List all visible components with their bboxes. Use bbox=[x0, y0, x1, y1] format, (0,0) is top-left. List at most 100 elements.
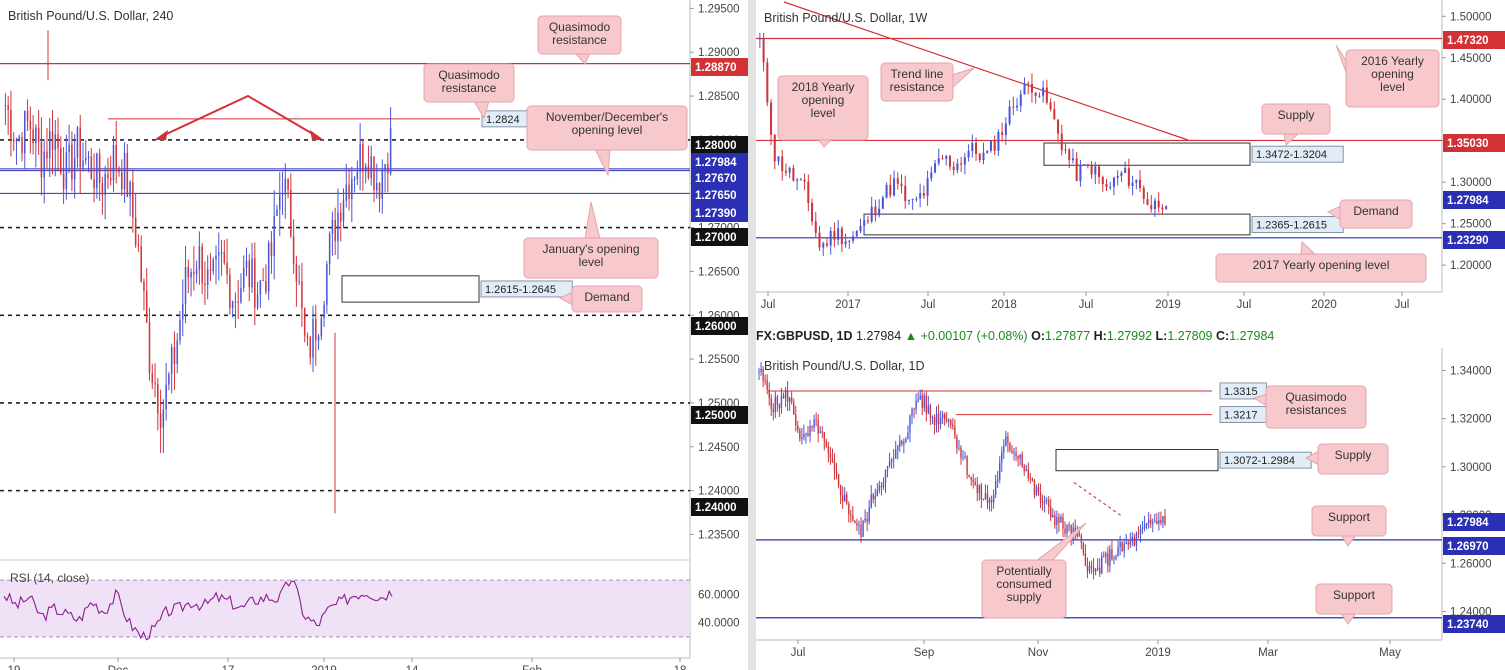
x-tick-label: 2019 bbox=[1145, 647, 1171, 659]
quote-close: 1.27984 bbox=[1229, 329, 1275, 343]
note-2016-yearly-text: level bbox=[1380, 80, 1405, 94]
note-quasimodo-1-text: Quasimodo bbox=[549, 20, 611, 34]
candle-body bbox=[1003, 445, 1005, 453]
x-tick-label: 2020 bbox=[1311, 299, 1337, 311]
y-tick-label: 1.29500 bbox=[698, 3, 740, 15]
note-support-box bbox=[1311, 505, 1387, 537]
candle-body bbox=[1094, 569, 1097, 572]
candle-body bbox=[1086, 164, 1089, 166]
h4-chart-panel[interactable]: 1.295001.290001.285001.280001.275001.270… bbox=[0, 0, 748, 670]
candle-body bbox=[1050, 506, 1052, 518]
candle-body bbox=[852, 515, 854, 521]
weekly-chart-panel[interactable]: 1.500001.450001.400001.350001.300001.250… bbox=[756, 0, 1505, 322]
candle-body bbox=[1090, 164, 1093, 175]
box-label: 1.3072-1.2984 bbox=[1224, 455, 1295, 467]
candle-body bbox=[893, 178, 896, 196]
candle-body bbox=[140, 245, 142, 282]
h4-chart[interactable]: 1.295001.290001.285001.280001.275001.270… bbox=[0, 0, 748, 670]
note-january-text: level bbox=[579, 255, 604, 269]
candle-body bbox=[819, 431, 821, 434]
note-nov-dec-text: November/December's bbox=[546, 110, 668, 124]
candle-body bbox=[1088, 565, 1091, 572]
candle-body bbox=[790, 397, 793, 402]
note-quasimodo-2-text: Quasimodo bbox=[438, 68, 500, 82]
candle-body bbox=[919, 193, 922, 199]
candle-body bbox=[937, 413, 940, 425]
x-tick-label: Jul bbox=[761, 299, 776, 311]
candle-body bbox=[251, 258, 253, 288]
candle-body bbox=[935, 413, 938, 426]
candle-body bbox=[1029, 478, 1032, 480]
y-tick-label: 1.34000 bbox=[1450, 365, 1492, 377]
candle-body bbox=[964, 456, 966, 458]
candle-body bbox=[24, 111, 26, 154]
price-tag: 1.27390 bbox=[695, 208, 737, 220]
candle-body bbox=[943, 413, 946, 420]
candle-body bbox=[982, 499, 985, 501]
panel-divider[interactable] bbox=[748, 0, 756, 670]
candle-body bbox=[814, 221, 817, 233]
candle-body bbox=[96, 153, 98, 189]
quote-high: 1.27992 bbox=[1106, 329, 1153, 343]
candle-body bbox=[1007, 436, 1009, 443]
candle-body bbox=[1131, 182, 1134, 186]
candle-body bbox=[797, 425, 799, 431]
candle-body bbox=[854, 520, 856, 524]
candle-body bbox=[872, 494, 874, 500]
daily-chart-panel[interactable]: 1.340001.320001.300001.280001.260001.240… bbox=[756, 348, 1505, 670]
candle-body bbox=[176, 340, 178, 365]
candle-body bbox=[960, 447, 962, 458]
candle-body bbox=[937, 158, 940, 164]
candle-body bbox=[104, 173, 106, 195]
quote-bar: FX:GBPUSD, 1D 1.27984 ▲ +0.00107 (+0.08%… bbox=[756, 326, 1505, 346]
candle-body bbox=[984, 493, 987, 500]
daily-chart[interactable]: 1.340001.320001.300001.280001.260001.240… bbox=[756, 348, 1505, 670]
price-tag-bg bbox=[1443, 134, 1505, 152]
candle-body bbox=[1035, 487, 1038, 495]
price-tag-bg bbox=[1443, 191, 1505, 209]
weekly-chart[interactable]: 1.500001.450001.400001.350001.300001.250… bbox=[756, 0, 1505, 322]
candle-body bbox=[777, 156, 780, 162]
candle-body bbox=[952, 424, 954, 427]
candle-body bbox=[1116, 175, 1119, 178]
candle-body bbox=[889, 184, 892, 196]
candle-body bbox=[165, 384, 167, 410]
candle-body bbox=[295, 263, 298, 282]
candle-body bbox=[1111, 549, 1113, 560]
price-tag: 1.23740 bbox=[1447, 619, 1489, 631]
candle-body bbox=[101, 183, 104, 195]
candle-body bbox=[76, 127, 79, 158]
x-tick-label: Jul bbox=[1237, 299, 1252, 311]
price-tag-bg bbox=[691, 204, 748, 222]
candle-body bbox=[375, 183, 378, 191]
x-tick-label: 2019 bbox=[311, 665, 337, 670]
candle-body bbox=[4, 105, 7, 107]
candle-body bbox=[1123, 543, 1125, 552]
candle-body bbox=[303, 307, 306, 336]
quote-price: 1.27984 bbox=[856, 329, 902, 343]
candle-body bbox=[833, 231, 836, 240]
candle-body bbox=[997, 479, 999, 481]
note-2018-yearly-text: 2018 Yearly bbox=[792, 80, 855, 94]
candle-body bbox=[758, 372, 760, 374]
x-tick-label: Jul bbox=[921, 299, 936, 311]
note-trendline-text: Trend line bbox=[891, 67, 944, 81]
quote-change: +0.00107 (+0.08%) bbox=[920, 329, 1028, 343]
candle-body bbox=[870, 494, 872, 508]
candle-body bbox=[886, 466, 889, 471]
candle-body bbox=[254, 258, 256, 308]
candle-body bbox=[1154, 520, 1156, 523]
candle-body bbox=[956, 163, 959, 171]
candle-body bbox=[54, 134, 57, 150]
note-2018-yearly-text: level bbox=[811, 106, 836, 120]
note-demand-box bbox=[571, 285, 643, 313]
rsi-tick: 60.0000 bbox=[698, 589, 740, 601]
candle-body bbox=[1001, 132, 1004, 136]
candle-body bbox=[381, 171, 384, 199]
candle-body bbox=[950, 420, 952, 425]
candle-body bbox=[1023, 466, 1025, 472]
candle-body bbox=[1127, 168, 1130, 186]
candle-body bbox=[813, 419, 815, 428]
candle-body bbox=[287, 178, 289, 190]
candle-body bbox=[193, 271, 195, 275]
